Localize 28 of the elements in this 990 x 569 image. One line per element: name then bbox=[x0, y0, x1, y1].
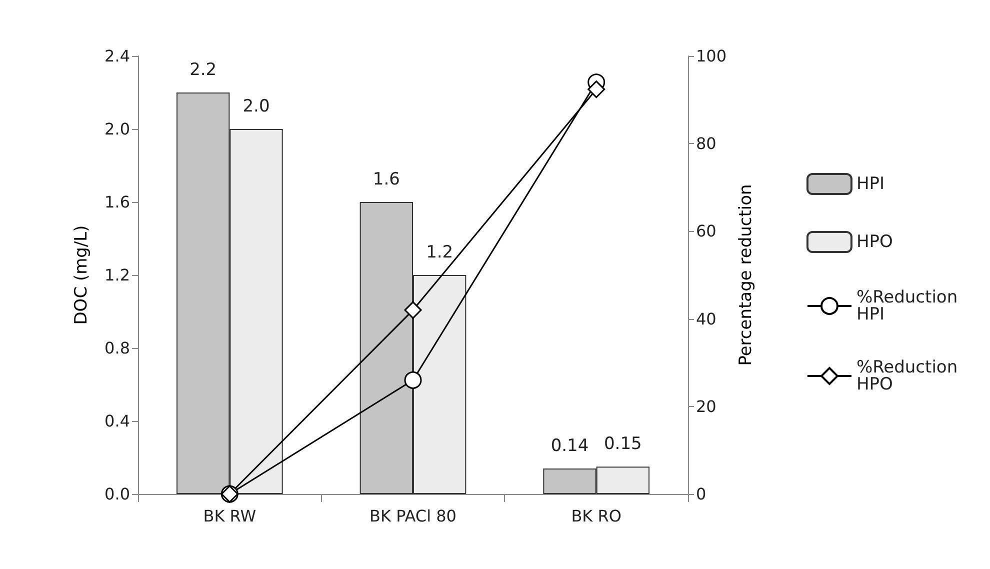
data-label: 1.2 bbox=[426, 242, 454, 262]
x-tick-label: BK RW bbox=[203, 506, 256, 526]
y2-tick-label: 60 bbox=[696, 222, 716, 241]
y2-tick-label: 40 bbox=[696, 309, 716, 328]
x-tick-label: BK RO bbox=[571, 506, 622, 526]
y-tick-label: 0.4 bbox=[104, 412, 130, 430]
legend-label: HPI bbox=[856, 174, 885, 194]
y-tick-label: 2.4 bbox=[104, 46, 130, 66]
y2-tick-label: 0 bbox=[696, 484, 706, 504]
y-tick-label: 1.6 bbox=[104, 192, 130, 212]
y2-tick-label: 20 bbox=[696, 396, 716, 416]
data-label: 1.6 bbox=[372, 170, 400, 190]
y-tick-label: 0.8 bbox=[104, 338, 130, 358]
data-label: 0.15 bbox=[604, 434, 642, 454]
data-label: 2.0 bbox=[242, 96, 270, 116]
y2-tick-label: 80 bbox=[696, 134, 716, 154]
data-label: 2.2 bbox=[190, 60, 217, 80]
y2-tick-label: 100 bbox=[696, 46, 727, 66]
legend-label: HPO bbox=[856, 232, 893, 252]
y-tick-label: 2.0 bbox=[104, 120, 130, 138]
y-axis-title: DOC (mg/L) bbox=[72, 225, 92, 325]
y2-axis-title: Percentage reduction bbox=[736, 184, 756, 366]
y-tick-label: 0.0 bbox=[104, 484, 130, 504]
data-label: 0.14 bbox=[550, 436, 589, 456]
x-tick-label: BK PACl 80 bbox=[370, 506, 456, 526]
y-tick-label: 1.2 bbox=[104, 266, 130, 284]
legend-label: %Reduction HPO bbox=[856, 358, 964, 394]
legend-label: %Reduction HPI bbox=[856, 288, 964, 324]
